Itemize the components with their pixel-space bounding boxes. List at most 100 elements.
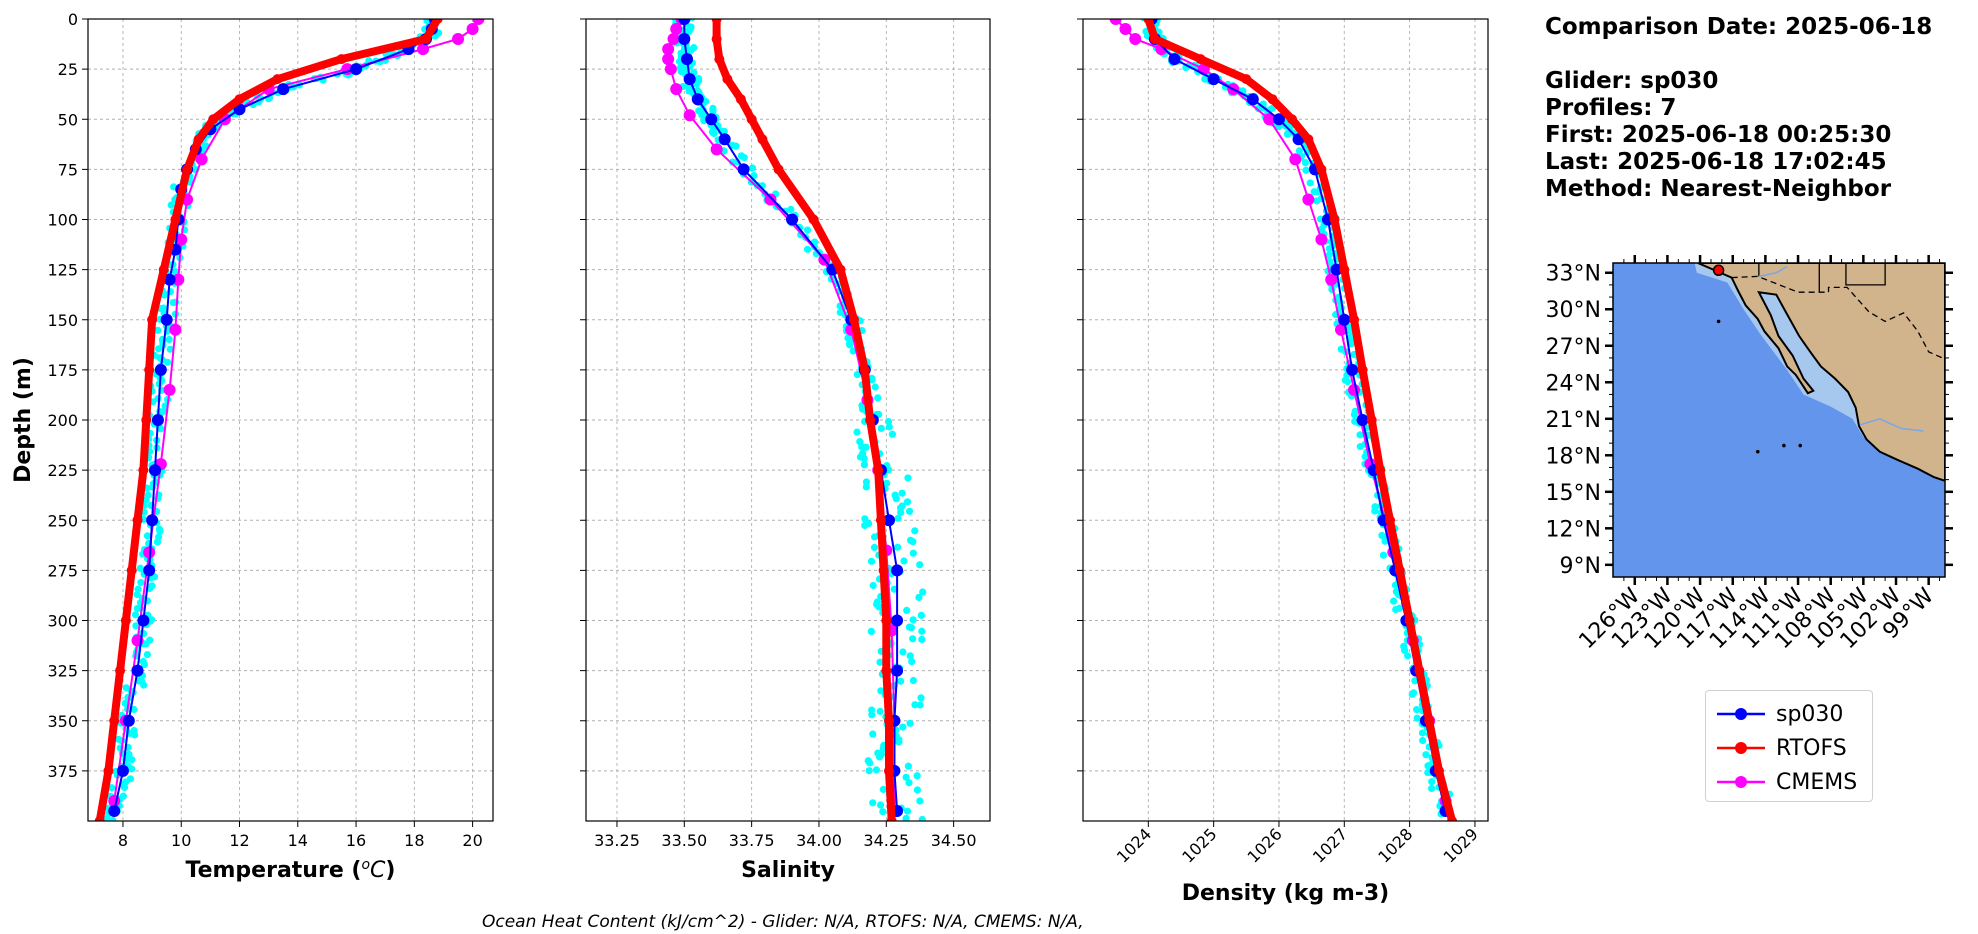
y-tick-label: 175 [47, 361, 78, 380]
raw-glider-point [917, 694, 925, 702]
series-line-cmems [1114, 19, 1447, 802]
raw-glider-point [909, 616, 917, 624]
data-point-rtofs [835, 264, 846, 275]
x-axis-label: Density (kg m-3) [1182, 881, 1390, 906]
raw-glider-point [893, 543, 902, 551]
raw-glider-point [1325, 245, 1333, 253]
raw-glider-point [787, 205, 795, 214]
x-tick-label: 14 [288, 831, 308, 850]
method: Method: Nearest-Neighbor [1545, 176, 1892, 202]
data-point-rtofs [1357, 364, 1368, 375]
data-point-cmems [472, 19, 485, 25]
data-point-rtofs [1424, 715, 1435, 726]
raw-glider-point [918, 815, 926, 821]
data-point-sp030 [891, 664, 904, 677]
data-point-sp030 [691, 93, 704, 106]
lat-tick-label: 30°N [1546, 298, 1601, 323]
data-point-rtofs [1287, 114, 1298, 125]
data-point-rtofs [884, 715, 894, 726]
x-tick-label: 12 [229, 831, 249, 850]
data-point-sp030 [737, 163, 750, 176]
raw-glider-point [133, 590, 141, 599]
legend-swatch-sp030 [1717, 708, 1765, 720]
data-point-rtofs [234, 94, 245, 105]
raw-glider-point [154, 345, 163, 353]
raw-glider-point [1356, 431, 1364, 439]
raw-glider-point [908, 657, 916, 666]
data-point-rtofs [1414, 665, 1425, 676]
data-point-rtofs [1385, 515, 1396, 526]
raw-glider-point [1422, 751, 1430, 759]
raw-glider-point [876, 658, 884, 666]
x-tick-label: 16 [346, 831, 366, 850]
data-point-sp030 [350, 63, 363, 76]
data-point-cmems [195, 153, 208, 166]
raw-glider-point [685, 87, 693, 95]
data-point-rtofs [884, 765, 894, 776]
data-point-rtofs [1394, 565, 1405, 576]
data-point-cmems [1335, 323, 1348, 336]
x-tick-label: 1028 [1374, 824, 1416, 866]
x-tick-label: 8 [118, 831, 128, 850]
data-point-sp030 [146, 514, 159, 527]
raw-glider-point [167, 201, 175, 209]
raw-glider-point [895, 738, 903, 746]
legend-item-sp030: sp030 [1706, 699, 1872, 729]
glider-location-marker [1712, 264, 1725, 277]
raw-glider-point [137, 578, 145, 587]
raw-glider-point [904, 474, 912, 482]
y-tick-label: 150 [47, 311, 78, 330]
data-point-sp030 [116, 764, 129, 777]
first-time: First: 2025-06-18 00:25:30 [1545, 122, 1892, 148]
raw-glider-point [884, 417, 893, 426]
data-point-sp030 [1346, 363, 1359, 376]
data-point-cmems [1348, 383, 1361, 396]
data-point-sp030 [149, 464, 162, 477]
raw-glider-point [693, 80, 701, 88]
data-point-sp030 [1168, 53, 1181, 66]
data-point-sp030 [705, 113, 718, 126]
data-point-cmems [1129, 33, 1142, 46]
raw-glider-point [143, 532, 152, 540]
y-tick-label: 0 [68, 10, 78, 29]
raw-glider-point [1310, 188, 1318, 196]
data-point-sp030 [718, 133, 731, 146]
data-point-rtofs [1241, 74, 1252, 85]
raw-glider-point [1306, 179, 1314, 187]
data-point-cmems [175, 233, 188, 246]
profile-count: Profiles: 7 [1545, 95, 1677, 121]
data-point-rtofs [1339, 264, 1350, 275]
raw-glider-point [879, 785, 887, 794]
raw-glider-point [1419, 736, 1427, 745]
data-point-cmems [1289, 153, 1302, 166]
data-point-rtofs [714, 54, 725, 65]
data-point-cmems [1325, 273, 1338, 286]
map-area [1613, 263, 1945, 577]
data-point-rtofs [1447, 816, 1458, 821]
raw-glider-point [892, 495, 900, 503]
raw-glider-point [171, 267, 179, 276]
raw-glider-point [869, 730, 877, 738]
raw-glider-point [125, 750, 133, 758]
data-point-rtofs [859, 364, 870, 375]
lat-tick-label: 15°N [1546, 481, 1601, 506]
raw-glider-point [858, 443, 866, 451]
data-point-sp030 [1338, 313, 1351, 326]
data-point-rtofs [193, 134, 204, 145]
lat-tick-label: 9°N [1560, 554, 1601, 579]
data-point-sp030 [131, 664, 144, 677]
data-point-rtofs [757, 134, 768, 145]
data-point-rtofs [711, 19, 722, 24]
data-point-rtofs [1375, 465, 1386, 476]
data-point-sp030 [678, 19, 691, 25]
raw-glider-point [876, 707, 884, 715]
raw-glider-point [120, 783, 129, 792]
raw-glider-point [109, 817, 117, 821]
plot-area [662, 19, 927, 821]
raw-glider-point [114, 735, 123, 743]
raw-glider-point [911, 527, 919, 535]
raw-glider-point [874, 394, 882, 402]
celsius-letter: C [370, 858, 386, 883]
data-point-rtofs [875, 515, 886, 526]
raw-glider-point [1371, 507, 1379, 515]
